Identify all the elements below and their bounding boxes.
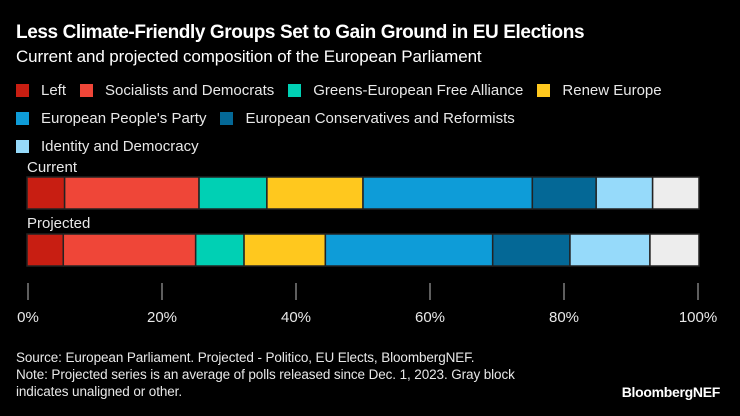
legend-label: Identity and Democracy <box>41 137 199 155</box>
legend-swatch-renew <box>537 83 551 97</box>
bar-segment-projected-left <box>26 233 65 267</box>
row-label-current: Current <box>27 159 78 176</box>
bloombergnef-logo: BloombergNEF <box>621 384 721 400</box>
bar-segment-projected-identity-and-democracy <box>569 233 651 267</box>
chart-title: Less Climate-Friendly Groups Set to Gain… <box>16 22 585 43</box>
bar-segment-current-socialists-and-democrats <box>63 176 200 210</box>
legend-swatch-id <box>16 139 29 153</box>
bar-segment-current-european-conservatives-and-reformists <box>531 176 597 210</box>
x-tick-label: 100% <box>679 309 717 326</box>
legend-label: Greens-European Free Alliance <box>313 81 524 99</box>
legend-swatch-ecr <box>220 111 234 125</box>
legend-item-greens: Greens-European Free Alliance <box>288 81 523 99</box>
x-axis: 0% 20% 40% 60% 80% 100% <box>17 283 717 326</box>
x-tick-label: 60% <box>415 309 445 326</box>
legend-item-renew: Renew Europe <box>537 81 662 99</box>
legend-swatch-epp <box>16 111 29 125</box>
bar-segment-projected-renew-europe <box>243 233 327 267</box>
bar-segment-current-european-people-s-party <box>362 176 534 210</box>
note-text: Note: Projected series is an average of … <box>16 367 515 399</box>
legend-item-left: Left <box>16 81 66 99</box>
row-label-projected: Projected <box>27 215 91 232</box>
bar-segment-projected-european-people-s-party <box>324 233 494 267</box>
legend-label: European People's Party <box>41 109 207 127</box>
footer-notes: Source: European Parliament. Projected -… <box>16 349 556 400</box>
bar-segment-projected-socialists-and-democrats <box>62 233 197 267</box>
legend-label: Socialists and Democrats <box>105 81 275 99</box>
legend-label: Renew Europe <box>562 81 662 99</box>
x-tick-label: 20% <box>147 309 177 326</box>
bar-segment-current-greens-european-free-alliance <box>198 176 268 210</box>
legend-item-ecr: European Conservatives and Reformists <box>220 109 515 127</box>
x-tick-label: 80% <box>549 309 579 326</box>
bar-segment-current-left <box>26 176 66 210</box>
bar-segment-current-identity-and-democracy <box>595 176 654 210</box>
x-tick-label: 0% <box>17 309 39 326</box>
legend-label: Left <box>41 81 67 99</box>
legend-item-epp: European People's Party <box>16 109 206 127</box>
bar-segment-current-renew-europe <box>266 176 364 210</box>
bar-segment-projected-european-conservatives-and-reformists <box>491 233 571 267</box>
x-tick-label: 40% <box>281 309 311 326</box>
legend-item-socialists: Socialists and Democrats <box>80 81 274 99</box>
legend-label: European Conservatives and Reformists <box>245 109 515 127</box>
source-text: Source: European Parliament. Projected -… <box>16 350 475 365</box>
legend: Left Socialists and Democrats Greens-Eur… <box>16 81 731 155</box>
bar-segment-projected-unaligned-or-other <box>649 233 700 267</box>
bar-segment-projected-greens-european-free-alliance <box>194 233 245 267</box>
legend-swatch-left <box>16 83 29 97</box>
bar-segment-current-unaligned-or-other <box>651 176 700 210</box>
bars-group <box>26 176 700 267</box>
legend-swatch-greens <box>288 83 302 97</box>
chart-subtitle: Current and projected composition of the… <box>16 47 482 66</box>
legend-swatch-socialists <box>80 83 94 97</box>
legend-item-id: Identity and Democracy <box>16 137 199 155</box>
